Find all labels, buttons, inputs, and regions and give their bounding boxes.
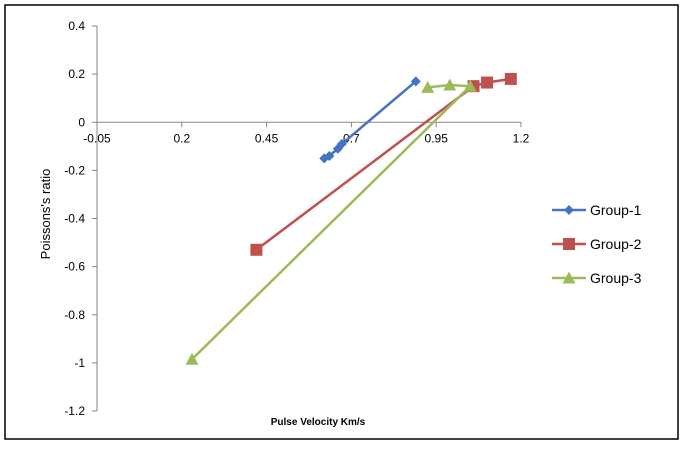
data-point [504, 72, 517, 85]
y-tick-label: 0.2 [68, 67, 85, 81]
legend-marker [563, 238, 575, 250]
data-point [463, 79, 477, 92]
data-point [324, 150, 335, 161]
y-tick-label: -1 [74, 356, 85, 370]
x-tick-label: 1.2 [513, 131, 530, 145]
x-tick-label: -0.05 [83, 131, 111, 145]
series-line-group-2 [255, 77, 511, 251]
y-tick-label: -0.2 [64, 163, 85, 177]
legend-label: Group-3 [590, 270, 642, 286]
plot-series [185, 72, 517, 365]
data-point [443, 78, 457, 91]
x-tick-label: 0.7 [343, 131, 360, 145]
y-tick-label: 0 [78, 115, 85, 129]
x-tick-label: 0.45 [255, 131, 279, 145]
legend-marker [562, 271, 576, 284]
data-point [250, 243, 263, 256]
data-point [421, 80, 435, 93]
data-point [185, 352, 199, 365]
chart-frame [4, 4, 679, 440]
legend: Group-1 Group-2 Group-3 [552, 202, 642, 286]
y-tick-label: -1.2 [64, 404, 85, 418]
legend-marker [564, 205, 574, 215]
y-tick-label: -0.4 [64, 212, 85, 226]
legend-label: Group-1 [590, 202, 642, 218]
axes: 0.4 0.2 0 -0.2 -0.4 -0.6 -0.8 -1 -1.2 -0.05 0.2 0.4… [64, 19, 529, 418]
y-axis-title: Poissons's ratio [38, 169, 53, 260]
y-tick-label: -0.6 [64, 260, 85, 274]
x-tick-label: 0.2 [173, 131, 190, 145]
y-tick-label: 0.4 [68, 19, 85, 33]
y-tick-label: -0.8 [64, 308, 85, 322]
x-tick-label: 0.95 [425, 131, 449, 145]
legend-label: Group-2 [590, 236, 642, 252]
x-axis-title: Pulse Velocity Km/s [271, 417, 366, 428]
data-point [336, 138, 347, 149]
data-point [481, 76, 494, 89]
data-point [410, 76, 421, 87]
series-line-group-3 [191, 83, 472, 361]
